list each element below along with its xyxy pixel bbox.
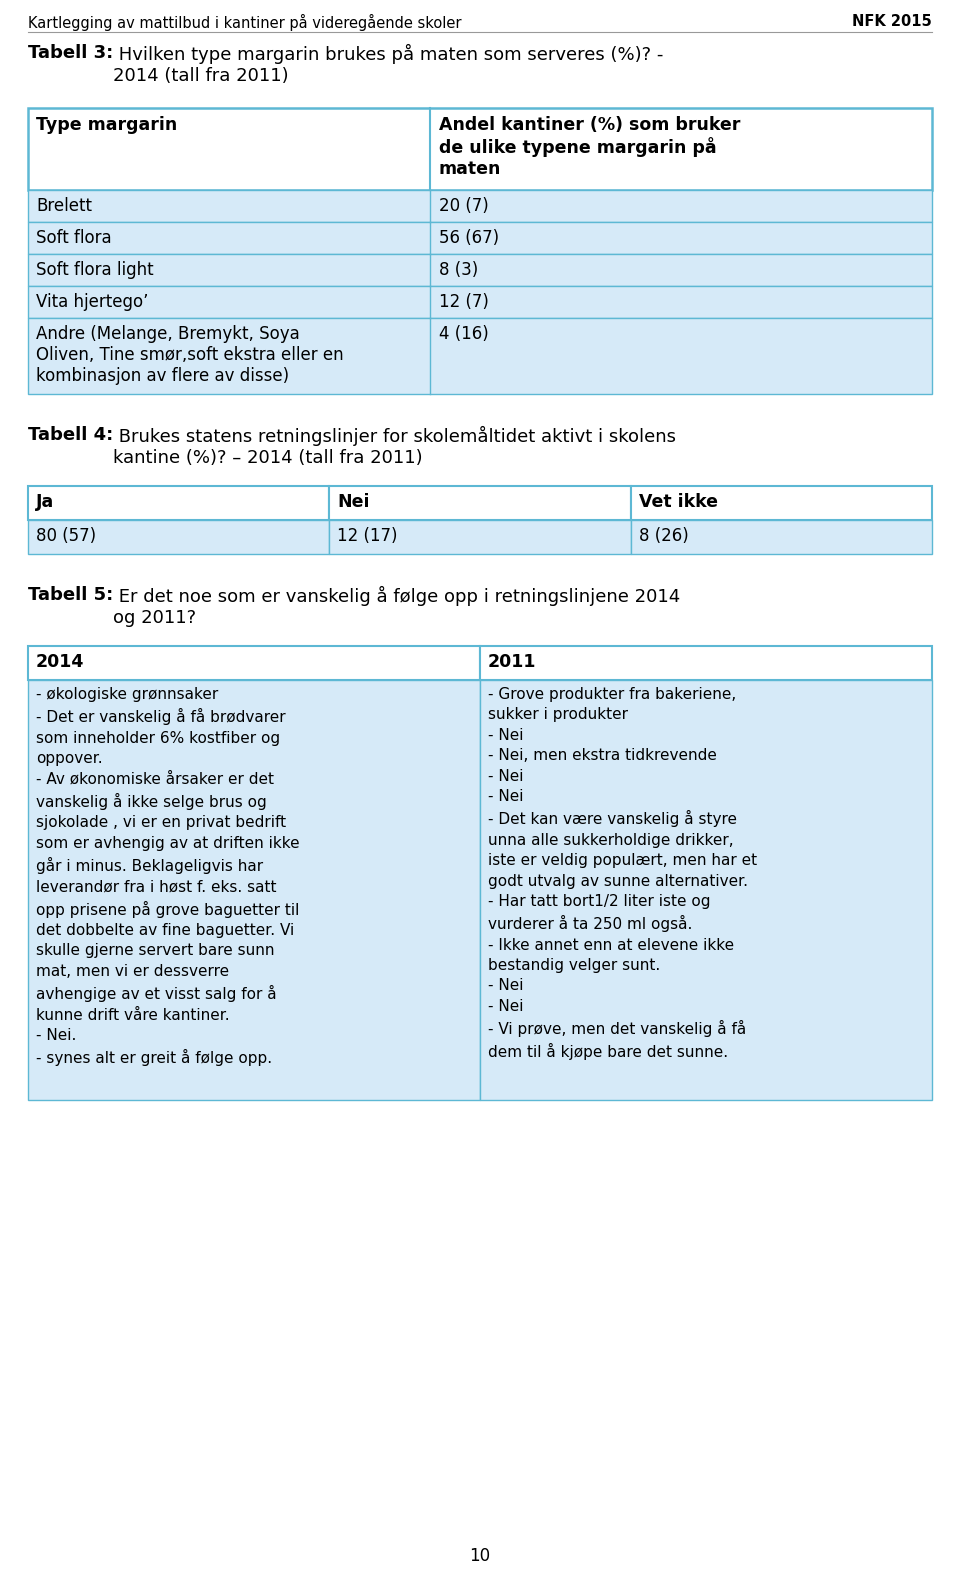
Text: 56 (67): 56 (67) (439, 230, 499, 247)
Text: 10: 10 (469, 1548, 491, 1565)
Bar (28, 190, 932, 222)
Bar (28, 646, 480, 680)
Bar (480, 680, 932, 1099)
Bar (631, 486, 932, 520)
Text: - Grove produkter fra bakeriene,
sukker i produkter
- Nei
- Nei, men ekstra tidk: - Grove produkter fra bakeriene, sukker … (488, 687, 757, 1061)
Text: 12 (17): 12 (17) (337, 527, 397, 545)
Text: Er det noe som er vanskelig å følge opp i retningslinjene 2014
og 2011?: Er det noe som er vanskelig å følge opp … (113, 586, 681, 627)
Text: 4 (16): 4 (16) (439, 325, 489, 344)
Bar (28, 486, 329, 520)
Text: Brelett: Brelett (36, 196, 92, 215)
Bar (28, 680, 480, 1099)
Text: Ja: Ja (36, 493, 55, 512)
Bar (28, 287, 932, 318)
Bar (28, 222, 932, 253)
Bar (28, 253, 932, 287)
Bar (28, 520, 329, 554)
Text: 8 (26): 8 (26) (638, 527, 688, 545)
Text: Vet ikke: Vet ikke (638, 493, 718, 512)
Text: NFK 2015: NFK 2015 (852, 14, 932, 29)
Text: Type margarin: Type margarin (36, 116, 178, 135)
Text: - økologiske grønnsaker
- Det er vanskelig å få brødvarer
som inneholder 6% kost: - økologiske grønnsaker - Det er vanskel… (36, 687, 300, 1066)
Text: Andre (Melange, Bremykt, Soya
Oliven, Tine smør,soft ekstra eller en
kombinasjon: Andre (Melange, Bremykt, Soya Oliven, Ti… (36, 325, 344, 385)
Bar (631, 520, 932, 554)
Text: 12 (7): 12 (7) (439, 293, 489, 310)
Bar (28, 318, 932, 394)
Text: Tabell 3:: Tabell 3: (28, 44, 113, 62)
Text: 8 (3): 8 (3) (439, 261, 478, 279)
Bar (329, 520, 631, 554)
Text: Andel kantiner (%) som bruker
de ulike typene margarin på
maten: Andel kantiner (%) som bruker de ulike t… (439, 116, 740, 177)
Text: 2011: 2011 (488, 653, 537, 672)
Text: 20 (7): 20 (7) (439, 196, 489, 215)
Text: Tabell 5:: Tabell 5: (28, 586, 113, 604)
Text: Kartlegging av mattilbud i kantiner på videregående skoler: Kartlegging av mattilbud i kantiner på v… (28, 14, 462, 32)
Text: 80 (57): 80 (57) (36, 527, 96, 545)
Bar (480, 646, 932, 680)
Text: Nei: Nei (337, 493, 370, 512)
Bar (28, 108, 932, 190)
Text: Tabell 4:: Tabell 4: (28, 426, 113, 444)
Text: Hvilken type margarin brukes på maten som serveres (%)? -
2014 (tall fra 2011): Hvilken type margarin brukes på maten so… (113, 44, 663, 86)
Text: Soft flora: Soft flora (36, 230, 111, 247)
Text: Vita hjertego’: Vita hjertego’ (36, 293, 149, 310)
Text: Brukes statens retningslinjer for skolemåltidet aktivt i skolens
kantine (%)? – : Brukes statens retningslinjer for skolem… (113, 426, 676, 467)
Text: 2014: 2014 (36, 653, 84, 672)
Text: Soft flora light: Soft flora light (36, 261, 154, 279)
Bar (329, 486, 631, 520)
